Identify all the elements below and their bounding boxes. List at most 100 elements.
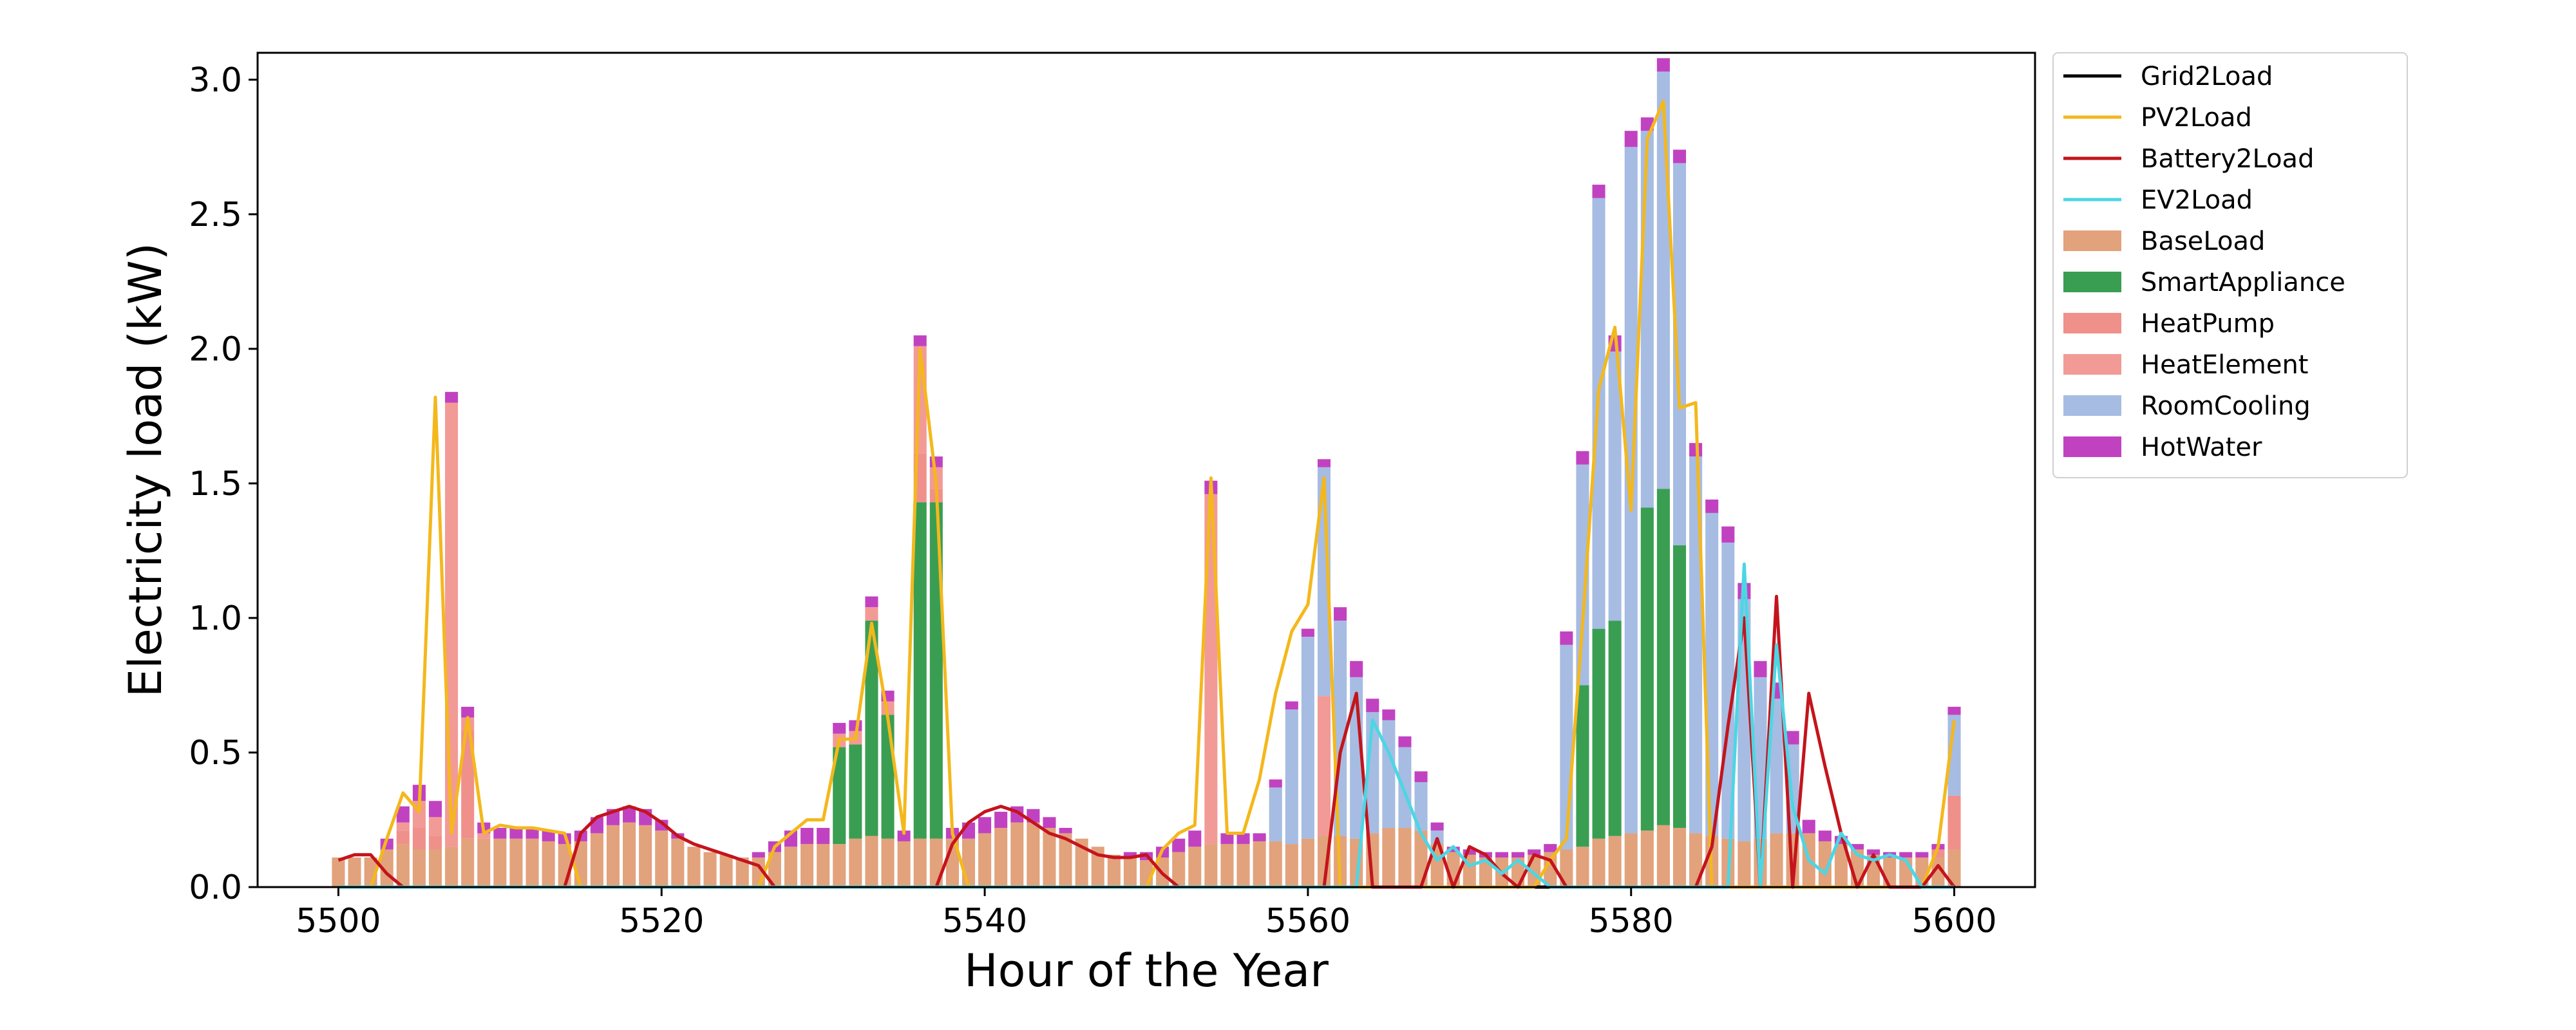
bar-hotwater-5545	[1059, 828, 1072, 834]
bar-baseload-5549	[1123, 857, 1137, 887]
bar-heatelement-5509	[477, 833, 491, 839]
bar-baseload-5593	[1834, 844, 1848, 887]
bar-baseload-5531	[833, 844, 846, 887]
bar-heatpump-5600	[1947, 795, 1961, 850]
bar-hotwater-5575	[1544, 844, 1557, 852]
bar-heatelement-5533	[865, 607, 878, 621]
bar-baseload-5516	[590, 833, 603, 887]
bar-baseload-5582	[1656, 825, 1670, 887]
bar-baseload-5542	[1010, 822, 1024, 887]
bar-hotwater-5555	[1220, 833, 1234, 845]
bar-baseload-5509	[477, 838, 491, 887]
bar-roomcooling-5584	[1689, 456, 1703, 834]
bar-baseload-5565	[1382, 828, 1396, 887]
bar-hotwater-5508	[461, 706, 475, 718]
bar-baseload-5560	[1301, 838, 1314, 887]
y-tick-label-3.0: 3.0	[189, 61, 242, 100]
bar-baseload-5581	[1640, 830, 1654, 887]
bar-roomcooling-5577	[1576, 464, 1589, 686]
bar-baseload-5518	[623, 822, 636, 887]
bar-roomcooling-5565	[1382, 720, 1396, 829]
legend-label-heatpump: HeatPump	[2141, 309, 2275, 339]
bar-roomcooling-5558	[1269, 787, 1282, 841]
bar-baseload-5510	[493, 838, 507, 887]
bar-baseload-5517	[606, 825, 620, 887]
bar-hotwater-5529	[800, 828, 814, 845]
bar-heatelement-5561	[1317, 696, 1331, 836]
bar-baseload-5559	[1285, 844, 1298, 887]
bar-baseload-5546	[1075, 838, 1088, 887]
plot-frame	[256, 52, 2036, 888]
bar-hotwater-5553	[1188, 830, 1202, 847]
bar-hotwater-5600	[1947, 706, 1961, 715]
bar-hotwater-5598	[1915, 852, 1929, 858]
bar-hotwater-5586	[1721, 526, 1735, 543]
bar-baseload-5505	[412, 849, 426, 887]
bar-heatelement-5506	[428, 817, 442, 836]
bar-heatelement-5507	[445, 402, 459, 847]
bar-baseload-5578	[1592, 838, 1605, 887]
bar-baseload-5583	[1672, 828, 1687, 887]
bar-baseload-5599	[1931, 857, 1945, 887]
bar-baseload-5589	[1770, 833, 1783, 887]
bar-heatelement-5504	[396, 822, 410, 831]
x-tick-label-5520: 5520	[619, 902, 704, 941]
x-tick-label-5600: 5600	[1911, 902, 1996, 941]
bar-hotwater-5569	[1446, 847, 1460, 852]
bar-baseload-5554	[1204, 844, 1218, 887]
legend-swatch-smartappliance	[2063, 272, 2121, 292]
bar-heatpump-5508	[461, 731, 475, 839]
bar-hotwater-5556	[1236, 833, 1250, 845]
bar-smartappliance-5534	[881, 715, 895, 839]
bar-roomcooling-5578	[1592, 198, 1605, 629]
y-axis-ticks: 0.0 0.5 1.0 1.5 2.0 2.5 3.0	[189, 61, 258, 907]
legend-label-battery2load: Battery2Load	[2141, 144, 2314, 174]
bar-baseload-5504	[396, 844, 410, 887]
bar-baseload-5506	[428, 849, 442, 887]
bar-hotwater-5594	[1850, 844, 1864, 850]
stacked-bars	[332, 58, 1961, 887]
bar-smartappliance-5531	[833, 747, 846, 845]
bar-baseload-5508	[461, 838, 475, 887]
bar-hotwater-5595	[1867, 849, 1880, 855]
bar-smartappliance-5582	[1656, 489, 1670, 825]
bar-hotwater-5582	[1656, 58, 1670, 72]
bar-baseload-5532	[849, 838, 862, 887]
bar-baseload-5512	[526, 838, 539, 887]
bar-baseload-5566	[1398, 828, 1412, 887]
bar-hotwater-5568	[1430, 822, 1444, 831]
bar-hotwater-5541	[994, 811, 1008, 829]
bar-baseload-5580	[1624, 833, 1638, 887]
legend-label-roomcooling: RoomCooling	[2141, 391, 2311, 421]
bar-baseload-5528	[784, 847, 798, 887]
bar-hotwater-5544	[1043, 817, 1056, 829]
bar-baseload-5543	[1027, 822, 1040, 887]
bar-hotwater-5583	[1672, 149, 1687, 164]
bar-baseload-5545	[1059, 833, 1072, 887]
bar-hotwater-5557	[1253, 833, 1266, 841]
bar-baseload-5552	[1172, 852, 1186, 887]
x-axis-title: Hour of the Year	[964, 944, 1329, 997]
bar-hotwater-5520	[655, 819, 668, 831]
bar-hotwater-5565	[1382, 709, 1396, 720]
legend-label-grid2load: Grid2Load	[2141, 62, 2273, 91]
legend: Grid2Load PV2Load Battery2Load EV2Load BaseL…	[2052, 52, 2408, 478]
bar-hotwater-5533	[865, 596, 878, 608]
bar-hotwater-5564	[1366, 698, 1379, 713]
y-tick-label-2.5: 2.5	[189, 196, 242, 234]
bar-baseload-5521	[671, 838, 685, 887]
bar-roomcooling-5582	[1656, 71, 1670, 489]
bar-baseload-5533	[865, 836, 878, 887]
bar-hotwater-5576	[1560, 631, 1573, 645]
bar-baseload-5513	[542, 841, 555, 887]
bar-baseload-5555	[1220, 844, 1234, 887]
bar-hotwater-5531	[833, 722, 846, 734]
bar-hotwater-5590	[1786, 731, 1799, 745]
bar-baseload-5544	[1043, 828, 1056, 887]
legend-swatch-heatelement	[2063, 354, 2121, 375]
bar-baseload-5596	[1883, 857, 1897, 887]
legend-swatch-heatpump	[2063, 313, 2121, 333]
bar-smartappliance-5577	[1576, 685, 1589, 847]
bar-baseload-5537	[929, 838, 943, 887]
x-axis-ticks: 5500 5520 5540 5560 5580 5600	[296, 887, 1997, 941]
